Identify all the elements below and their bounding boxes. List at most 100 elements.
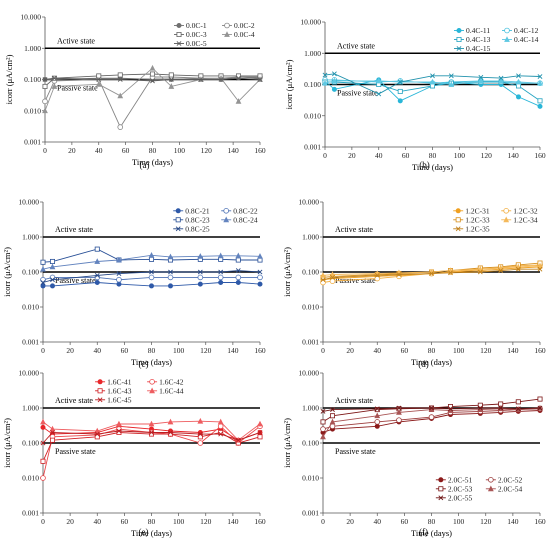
panel-label: (f) — [419, 527, 428, 537]
y-tick-label: 10.000 — [300, 18, 321, 27]
x-tick-label: 40 — [94, 346, 102, 355]
x-tick-label: 100 — [453, 346, 465, 355]
legend-swatch-marker — [438, 477, 444, 483]
data-point — [498, 405, 504, 411]
data-point — [257, 77, 263, 82]
legend-label: 0.4C-12 — [514, 26, 539, 35]
x-axis-label: Time (days) — [131, 357, 172, 367]
data-point — [320, 272, 326, 278]
data-point — [168, 72, 174, 78]
legend-swatch-marker — [149, 378, 155, 385]
data-point — [236, 75, 241, 81]
data-point — [167, 253, 174, 260]
y-tick-label: 0.100 — [22, 439, 39, 448]
x-tick-label: 60 — [121, 517, 129, 526]
data-point — [42, 77, 48, 82]
y-tick-label: 0.010 — [24, 106, 41, 115]
x-axis-label: Time (days) — [412, 162, 453, 172]
data-point — [448, 73, 454, 79]
data-point — [117, 92, 124, 99]
data-point — [477, 405, 483, 411]
x-tick-label: 160 — [254, 517, 266, 526]
y-tick-label: 10.000 — [18, 198, 39, 207]
legend-swatch-marker — [488, 476, 494, 483]
y-tick-label: 0.001 — [302, 338, 319, 347]
data-point — [515, 266, 521, 272]
x-tick-label: 40 — [374, 517, 382, 526]
passive-state-label: Passive state — [57, 84, 98, 93]
legend-swatch-marker — [487, 485, 494, 492]
y-tick-label: 10.000 — [18, 369, 39, 378]
y-axis-label: icorr (μA/cm²) — [284, 59, 294, 109]
x-tick-label: 40 — [95, 146, 103, 155]
data-point — [197, 253, 204, 259]
series-line — [44, 67, 261, 111]
data-point — [49, 425, 56, 432]
data-point — [320, 408, 326, 414]
x-tick-label: 120 — [200, 346, 212, 355]
x-tick-label: 20 — [346, 346, 354, 355]
x-axis-label: Time (days) — [411, 357, 452, 367]
data-point — [149, 269, 154, 275]
chart-panel-6: 0.001 0.010 0.100 1.000 10.000 0 20 40 60 80 100 12… — [282, 369, 546, 539]
series-line — [42, 420, 261, 441]
legend-label: 1.6C-41 — [107, 377, 132, 386]
y-tick-label: 0.010 — [22, 303, 39, 312]
legend-swatch-marker — [456, 37, 462, 43]
data-point — [40, 418, 46, 425]
data-point — [320, 419, 326, 425]
legend-swatch-marker — [176, 41, 182, 46]
legend-swatch-marker — [223, 208, 230, 214]
y-axis-label: icorr (μA/cm²) — [282, 247, 292, 297]
data-point — [116, 420, 122, 427]
data-point — [168, 83, 175, 89]
data-point — [331, 86, 337, 92]
data-point — [516, 94, 522, 100]
data-point — [94, 431, 100, 437]
legend-swatch-marker — [438, 486, 444, 492]
data-point — [374, 272, 380, 278]
legend-label: 1.6C-42 — [159, 377, 184, 386]
legend-label: 2.0C-52 — [498, 475, 523, 484]
data-point — [117, 124, 124, 130]
x-tick-label: 160 — [534, 346, 546, 355]
legend-label: 0.0C-4 — [234, 30, 255, 39]
data-point — [374, 407, 380, 413]
y-tick-label: 0.100 — [302, 439, 319, 448]
active-state-label: Active state — [57, 36, 95, 45]
data-point — [429, 405, 434, 411]
y-tick-label: 1.000 — [22, 233, 39, 242]
data-point — [430, 73, 435, 79]
legend-swatch-marker — [176, 32, 182, 38]
x-tick-label: 0 — [41, 346, 45, 355]
legend-label: 1.2C-31 — [465, 206, 490, 215]
series-line — [322, 407, 541, 438]
data-point — [537, 98, 543, 104]
legend-label: 1.6C-44 — [159, 386, 184, 395]
y-tick-label: 0.100 — [302, 268, 319, 277]
series-line — [325, 81, 541, 102]
x-tick-label: 20 — [348, 151, 356, 160]
data-point — [148, 256, 154, 262]
legend-label: 1.2C-32 — [513, 206, 538, 215]
y-tick-label: 0.001 — [22, 509, 39, 518]
data-point — [167, 274, 174, 281]
legend-swatch-marker — [176, 22, 182, 28]
y-axis-label: icorr (μA/cm²) — [282, 418, 292, 468]
data-point — [374, 406, 380, 412]
data-point — [40, 458, 46, 464]
data-point — [516, 73, 521, 79]
x-tick-label: 60 — [122, 146, 130, 155]
series-line — [322, 265, 541, 276]
x-tick-label: 120 — [481, 151, 493, 160]
data-point — [49, 283, 55, 289]
legend-label: 0.8C-23 — [185, 215, 210, 224]
legend-swatch-marker — [504, 27, 510, 34]
data-point — [257, 434, 263, 440]
data-point — [40, 440, 46, 446]
series-line — [322, 398, 541, 423]
data-point — [537, 74, 543, 79]
data-point — [218, 280, 224, 286]
y-tick-label: 1.000 — [302, 233, 319, 242]
x-tick-label: 140 — [507, 517, 519, 526]
